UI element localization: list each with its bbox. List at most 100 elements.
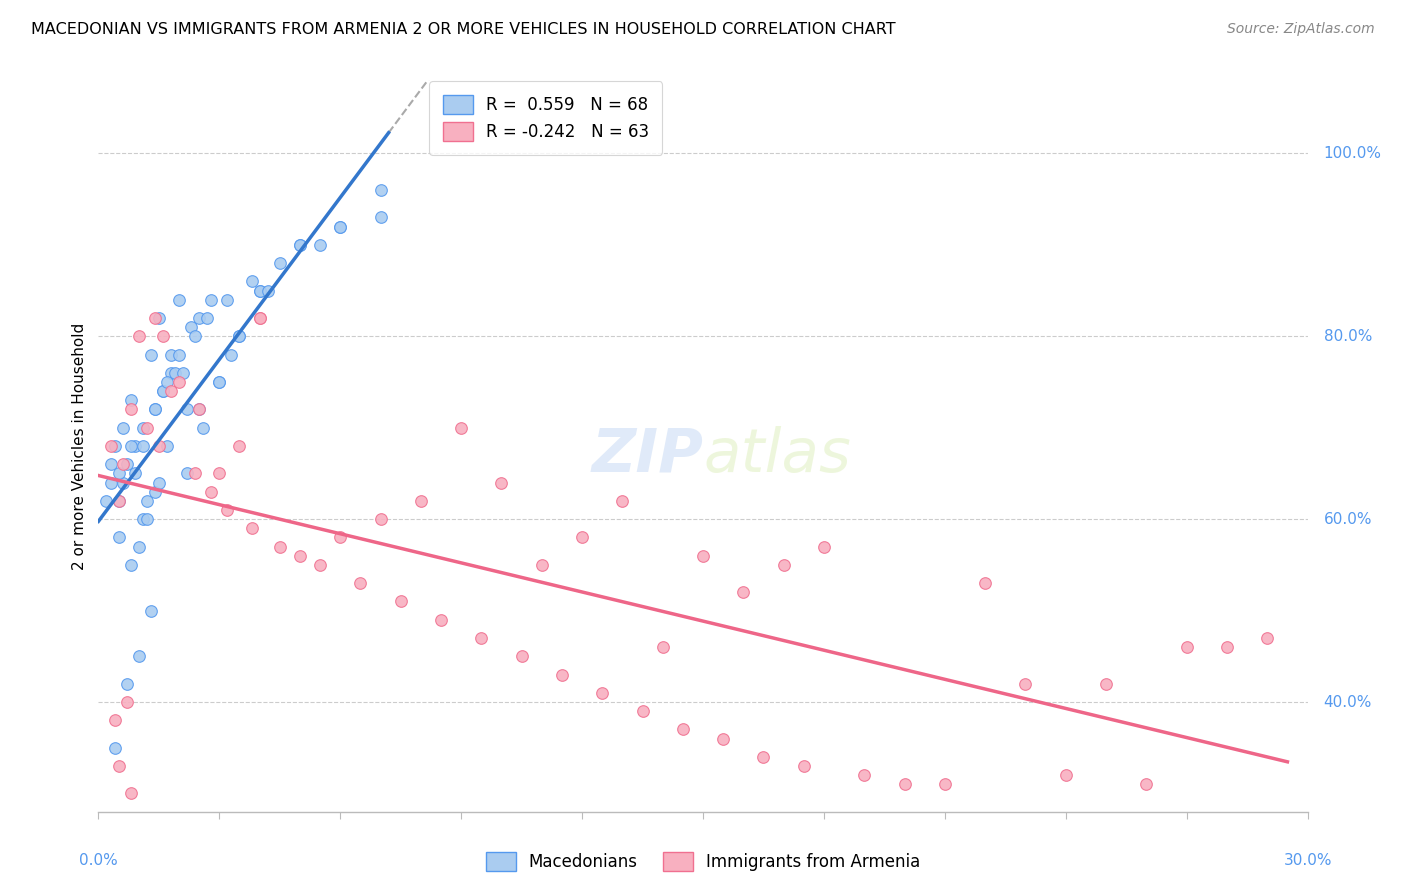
Point — [692, 549, 714, 563]
Point — [139, 348, 162, 362]
Point — [631, 704, 654, 718]
Point — [115, 457, 138, 471]
Point — [100, 457, 122, 471]
Point — [193, 421, 215, 435]
Point — [208, 467, 231, 481]
Point — [184, 467, 207, 481]
Point — [551, 667, 574, 681]
Point — [132, 421, 155, 435]
Point — [793, 759, 815, 773]
Point — [200, 484, 222, 499]
Point — [470, 631, 492, 645]
Text: ZIP: ZIP — [591, 425, 703, 484]
Point — [208, 375, 231, 389]
Point — [269, 256, 291, 270]
Point — [188, 310, 211, 325]
Point — [152, 384, 174, 398]
Point — [288, 237, 311, 252]
Point — [853, 768, 876, 782]
Point — [591, 686, 613, 700]
Point — [651, 640, 673, 655]
Point — [120, 787, 142, 801]
Text: MACEDONIAN VS IMMIGRANTS FROM ARMENIA 2 OR MORE VEHICLES IN HOUSEHOLD CORRELATIO: MACEDONIAN VS IMMIGRANTS FROM ARMENIA 2 … — [31, 22, 896, 37]
Point — [195, 310, 218, 325]
Point — [111, 457, 134, 471]
Point — [143, 402, 166, 417]
Legend: Macedonians, Immigrants from Armenia: Macedonians, Immigrants from Armenia — [477, 843, 929, 880]
Point — [409, 494, 432, 508]
Point — [208, 375, 231, 389]
Point — [120, 402, 142, 417]
Point — [370, 183, 392, 197]
Point — [120, 439, 142, 453]
Point — [329, 530, 352, 544]
Point — [107, 494, 129, 508]
Point — [139, 603, 162, 617]
Point — [120, 393, 142, 408]
Point — [309, 237, 332, 252]
Point — [249, 284, 271, 298]
Point — [240, 275, 263, 289]
Text: 30.0%: 30.0% — [1284, 853, 1331, 868]
Point — [934, 777, 956, 791]
Point — [132, 439, 155, 453]
Point — [111, 421, 134, 435]
Point — [128, 540, 150, 554]
Point — [249, 310, 271, 325]
Point — [510, 649, 533, 664]
Point — [103, 714, 125, 728]
Point — [1135, 777, 1157, 791]
Point — [135, 512, 157, 526]
Point — [115, 676, 138, 690]
Point — [124, 439, 146, 453]
Point — [152, 329, 174, 343]
Point — [249, 284, 271, 298]
Point — [115, 695, 138, 709]
Point — [1095, 676, 1118, 690]
Point — [571, 530, 593, 544]
Point — [103, 740, 125, 755]
Point — [188, 402, 211, 417]
Point — [288, 237, 311, 252]
Text: Source: ZipAtlas.com: Source: ZipAtlas.com — [1227, 22, 1375, 37]
Point — [672, 723, 695, 737]
Point — [1175, 640, 1198, 655]
Point — [329, 219, 352, 234]
Text: 100.0%: 100.0% — [1323, 146, 1382, 161]
Point — [217, 503, 239, 517]
Point — [120, 558, 142, 572]
Point — [200, 293, 222, 307]
Point — [1256, 631, 1278, 645]
Legend: R =  0.559   N = 68, R = -0.242   N = 63: R = 0.559 N = 68, R = -0.242 N = 63 — [429, 81, 662, 155]
Point — [612, 494, 634, 508]
Point — [96, 494, 118, 508]
Y-axis label: 2 or more Vehicles in Household: 2 or more Vehicles in Household — [72, 322, 87, 570]
Point — [752, 749, 775, 764]
Point — [1216, 640, 1239, 655]
Point — [974, 576, 997, 591]
Point — [167, 348, 190, 362]
Point — [711, 731, 734, 746]
Point — [160, 366, 183, 380]
Point — [156, 375, 179, 389]
Text: 80.0%: 80.0% — [1323, 329, 1372, 343]
Point — [100, 475, 122, 490]
Point — [228, 329, 250, 343]
Point — [184, 329, 207, 343]
Point — [135, 421, 157, 435]
Point — [228, 439, 250, 453]
Point — [349, 576, 371, 591]
Point — [107, 467, 129, 481]
Point — [107, 530, 129, 544]
Point — [450, 421, 472, 435]
Point — [176, 402, 198, 417]
Point — [172, 366, 194, 380]
Point — [893, 777, 915, 791]
Point — [430, 613, 453, 627]
Point — [167, 293, 190, 307]
Point — [152, 384, 174, 398]
Point — [143, 402, 166, 417]
Point — [772, 558, 794, 572]
Text: 60.0%: 60.0% — [1323, 512, 1372, 526]
Point — [156, 439, 179, 453]
